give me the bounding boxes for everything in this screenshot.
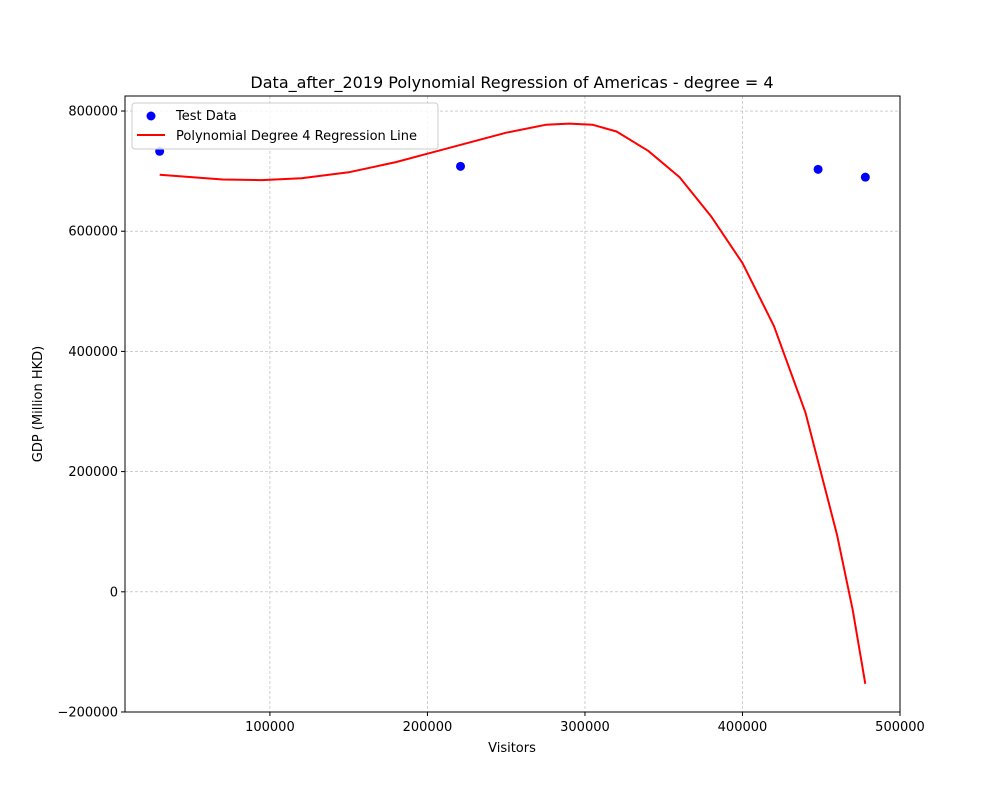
data-layer xyxy=(155,122,870,684)
plot-frame xyxy=(124,95,901,713)
y-tick-label: 800000 xyxy=(68,105,118,120)
legend-marker-test-data xyxy=(146,111,156,121)
ticks-layer: 100000 200000 300000 400000 500000 −200000 0 20… xyxy=(57,105,924,735)
legend-label-regression: Polynomial Degree 4 Regression Line xyxy=(176,129,417,144)
grid-layer xyxy=(125,96,901,713)
x-tick-label: 100000 xyxy=(245,720,295,735)
y-tick-label: 200000 xyxy=(68,465,118,480)
y-tick-label: 600000 xyxy=(68,225,118,240)
legend-label-test-data: Test Data xyxy=(175,109,237,124)
y-axis-label: GDP (Million HKD) xyxy=(31,346,46,463)
legend: Test Data Polynomial Degree 4 Regression… xyxy=(131,102,439,150)
x-tick-label: 300000 xyxy=(560,720,610,735)
x-tick-label: 400000 xyxy=(718,720,768,735)
y-tick-label: 400000 xyxy=(68,345,118,360)
x-axis-label: Visitors xyxy=(488,741,536,756)
test-data-point xyxy=(813,164,823,174)
test-data-point xyxy=(860,172,870,182)
legend-box xyxy=(131,102,439,150)
regression-line xyxy=(159,122,867,684)
y-tick-label: −200000 xyxy=(57,706,118,721)
test-data-point xyxy=(456,161,466,171)
x-tick-label: 500000 xyxy=(875,720,925,735)
x-tick-label: 200000 xyxy=(403,720,453,735)
chart-title: Data_after_2019 Polynomial Regression of… xyxy=(250,73,773,93)
y-tick-label: 0 xyxy=(110,585,118,600)
